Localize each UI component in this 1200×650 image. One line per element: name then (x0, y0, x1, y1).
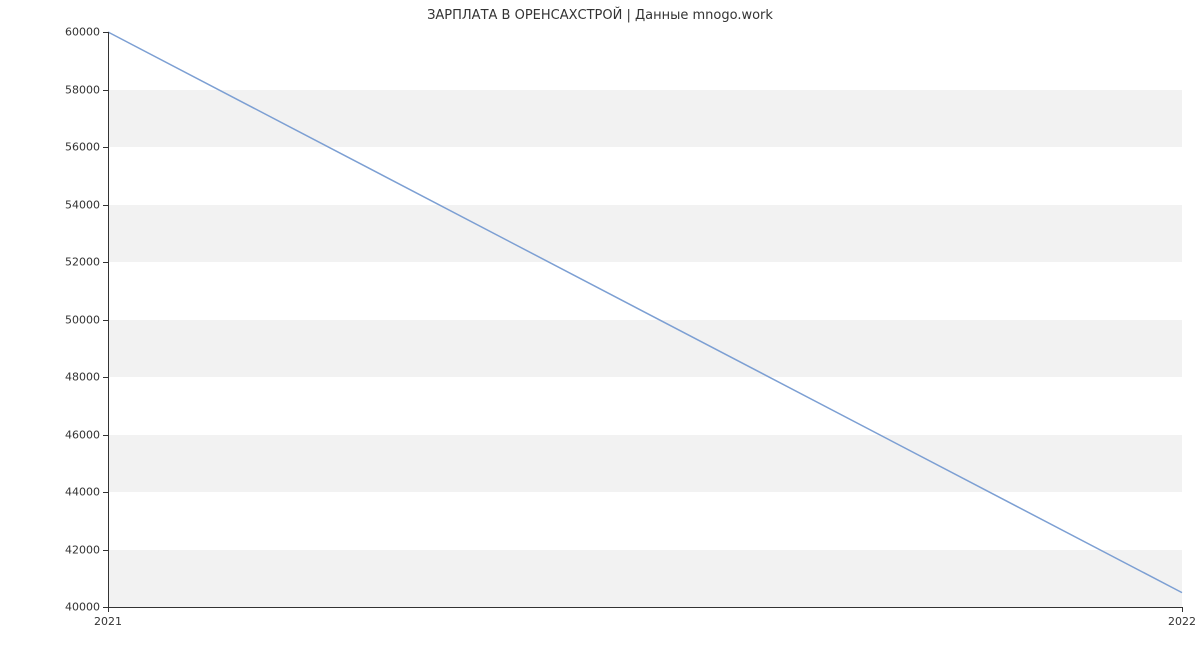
y-tick-label: 40000 (65, 601, 100, 614)
y-tick-label: 48000 (65, 371, 100, 384)
y-tick-label: 46000 (65, 428, 100, 441)
y-tick-label: 60000 (65, 26, 100, 39)
plot-area: 4000042000440004600048000500005200054000… (108, 32, 1182, 607)
chart-container: ЗАРПЛАТА В ОРЕНСАХСТРОЙ | Данные mnogo.w… (0, 0, 1200, 650)
x-tick-label: 2021 (94, 615, 122, 628)
series-line (108, 32, 1182, 593)
y-tick-label: 56000 (65, 141, 100, 154)
y-tick-label: 42000 (65, 543, 100, 556)
y-tick-label: 54000 (65, 198, 100, 211)
y-tick-label: 58000 (65, 83, 100, 96)
x-tick-mark (1182, 607, 1183, 612)
x-tick-label: 2022 (1168, 615, 1196, 628)
x-axis-line (108, 607, 1182, 608)
y-tick-label: 44000 (65, 486, 100, 499)
y-axis-line (108, 32, 109, 607)
y-tick-label: 50000 (65, 313, 100, 326)
chart-title: ЗАРПЛАТА В ОРЕНСАХСТРОЙ | Данные mnogo.w… (0, 8, 1200, 23)
line-layer (108, 32, 1182, 607)
y-tick-label: 52000 (65, 256, 100, 269)
